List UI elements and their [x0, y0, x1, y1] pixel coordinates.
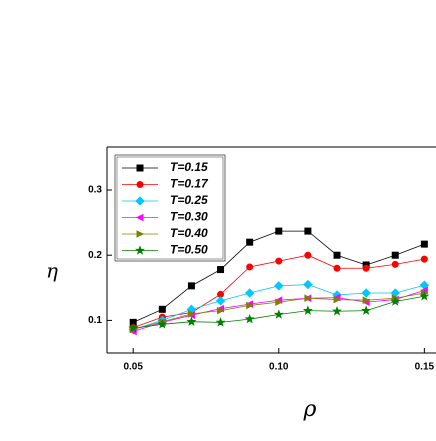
marker — [304, 227, 312, 235]
marker — [215, 296, 226, 306]
marker — [128, 323, 139, 333]
marker — [217, 306, 225, 315]
marker — [244, 288, 255, 298]
marker — [187, 282, 195, 290]
marker — [419, 291, 430, 301]
marker — [135, 213, 144, 222]
marker — [333, 295, 342, 304]
legend-label: T=0.25 — [170, 193, 208, 207]
marker — [246, 301, 254, 310]
marker — [361, 305, 372, 315]
y-tick-label: 0.1 — [88, 315, 102, 326]
marker — [136, 230, 145, 238]
marker — [420, 255, 428, 263]
legend-label: T=0.50 — [170, 243, 208, 257]
y-tick-label: 0.2 — [88, 250, 102, 261]
marker — [332, 306, 342, 316]
marker — [135, 245, 145, 255]
marker — [304, 251, 312, 259]
marker — [420, 240, 428, 248]
marker — [186, 316, 197, 326]
marker — [304, 294, 313, 303]
legend-box-inner — [116, 156, 224, 260]
marker — [215, 317, 226, 327]
marker — [135, 196, 145, 206]
x-tick-label: 0.15 — [415, 362, 435, 373]
marker — [361, 288, 371, 298]
marker — [362, 296, 371, 305]
marker — [187, 310, 196, 318]
legend: T=0.15 T=0.17 T=0.25 T=0.30 T=0.40 T=0.50 — [114, 154, 226, 262]
marker — [302, 305, 313, 315]
marker — [244, 313, 255, 324]
marker — [136, 164, 144, 172]
marker — [333, 251, 341, 259]
marker — [273, 309, 284, 319]
marker — [333, 264, 341, 272]
marker — [136, 181, 144, 188]
marker — [275, 257, 283, 265]
x-axis-label: ρ — [303, 397, 317, 422]
x-tick-label: 0.10 — [269, 362, 289, 373]
legend-label: T=0.17 — [170, 177, 209, 191]
marker — [391, 251, 399, 259]
marker — [158, 305, 166, 313]
marker — [157, 319, 168, 329]
marker — [362, 264, 370, 272]
marker — [275, 298, 283, 306]
x-tick-label: 0.05 — [123, 362, 143, 373]
marker — [275, 227, 283, 235]
marker — [391, 260, 399, 268]
marker — [274, 281, 284, 291]
marker — [246, 238, 254, 246]
legend-box — [114, 154, 226, 262]
plot-area — [128, 227, 430, 336]
legend-label: T=0.30 — [170, 210, 208, 224]
legend-label: T=0.15 — [170, 160, 208, 174]
legend-label: T=0.40 — [170, 226, 208, 240]
marker — [390, 296, 401, 306]
marker — [217, 266, 225, 274]
y-axis-label: η — [46, 259, 58, 283]
marker — [303, 279, 313, 290]
marker — [246, 263, 254, 271]
y-tick-label: 0.3 — [88, 185, 102, 196]
